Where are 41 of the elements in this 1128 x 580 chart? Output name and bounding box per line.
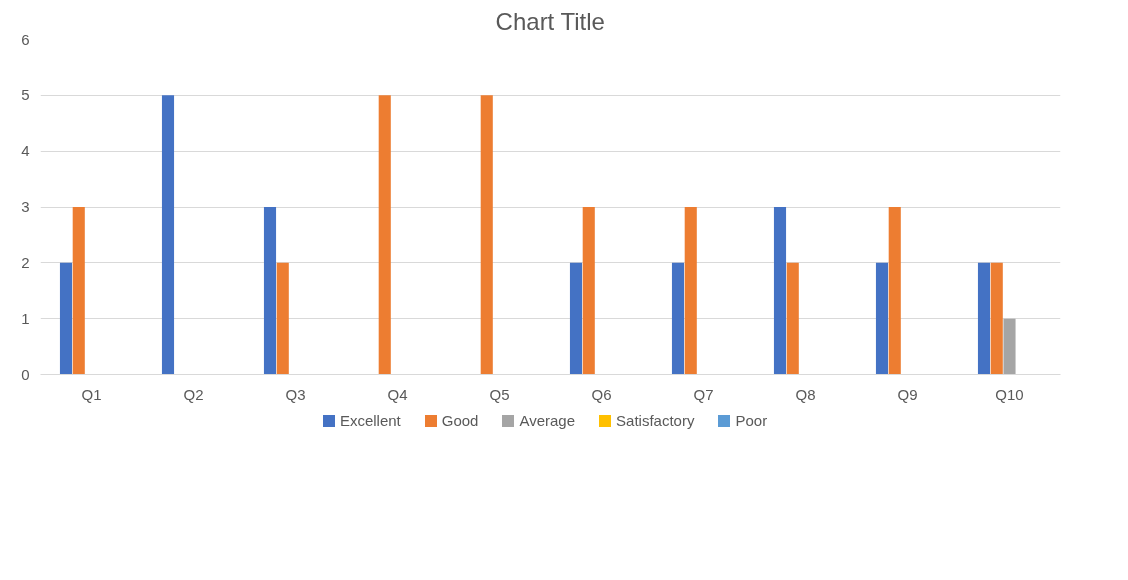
bar xyxy=(569,262,583,375)
x-tick-label: Q4 xyxy=(387,385,408,403)
y-tick-label: 5 xyxy=(21,86,30,104)
bar xyxy=(276,262,289,375)
x-tick-label: Q10 xyxy=(995,385,1024,403)
bar xyxy=(480,95,493,375)
bar xyxy=(72,207,85,375)
bar xyxy=(161,95,175,375)
legend-label: Average xyxy=(519,411,576,431)
x-tick-label: Q2 xyxy=(183,385,204,403)
bar xyxy=(378,95,391,375)
bar xyxy=(1003,318,1016,375)
legend-label: Excellent xyxy=(339,411,401,431)
bar xyxy=(263,207,277,375)
bar xyxy=(977,262,991,375)
x-tick-label: Q8 xyxy=(795,385,816,403)
legend-label: Good xyxy=(441,411,479,431)
y-tick-label: 3 xyxy=(21,198,30,215)
x-tick-label: Q1 xyxy=(81,385,102,403)
bar xyxy=(773,207,787,375)
y-tick-label: 0 xyxy=(21,365,30,383)
y-tick-label: 6 xyxy=(21,30,30,48)
y-tick-label: 2 xyxy=(21,253,30,271)
bar xyxy=(582,207,595,375)
x-tick-label: Q3 xyxy=(285,385,306,403)
y-tick-label: 4 xyxy=(21,142,30,160)
chart-title: Chart Title xyxy=(495,7,605,35)
y-tick-label: 1 xyxy=(21,309,30,327)
legend-label: Poor xyxy=(735,411,768,431)
legend-label: Satisfactory xyxy=(616,411,695,431)
bar xyxy=(875,262,889,375)
bar xyxy=(59,262,73,375)
bar xyxy=(888,207,901,375)
x-tick-label: Q9 xyxy=(897,385,918,403)
x-tick-label: Q7 xyxy=(693,385,714,403)
bar xyxy=(684,207,697,375)
bar xyxy=(786,262,799,375)
bar xyxy=(671,262,685,375)
x-tick-label: Q5 xyxy=(489,385,510,403)
bar xyxy=(990,262,1003,375)
x-tick-label: Q6 xyxy=(591,385,612,403)
